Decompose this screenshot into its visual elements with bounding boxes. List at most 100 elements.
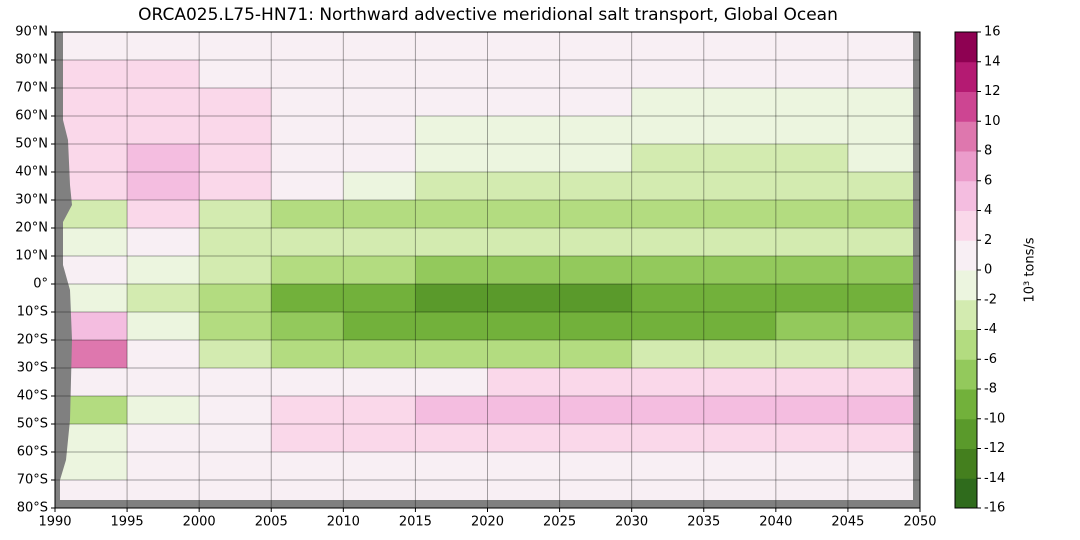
heatmap-cell [271, 172, 344, 201]
heatmap-cell [487, 256, 561, 285]
x-tick-label: 2050 [903, 515, 936, 530]
colorbar-label: 10³ tons/s [1023, 237, 1038, 302]
heatmap-cell [631, 116, 705, 145]
heatmap-cell [559, 452, 633, 481]
heatmap-cell [847, 452, 921, 481]
y-tick-label: 30°S [17, 361, 48, 376]
colorbar-tick-label: 2 [984, 233, 992, 248]
heatmap-cell [271, 312, 344, 341]
x-tick-label: 2000 [183, 515, 216, 530]
chart-title: ORCA025.L75-HN71: Northward advective me… [138, 5, 838, 25]
land-mask [913, 32, 920, 508]
y-tick-label: 80°N [15, 53, 48, 68]
heatmap-cell [631, 200, 705, 229]
heatmap-cell [271, 396, 344, 425]
heatmap-cell [127, 32, 200, 61]
heatmap-cell [703, 340, 777, 369]
heatmap-cell [775, 228, 849, 257]
heatmap-cell [127, 396, 200, 425]
heatmap-cell [415, 424, 488, 453]
heatmap-cell [487, 88, 561, 117]
heatmap-cell [631, 396, 705, 425]
heatmap-cell [847, 32, 921, 61]
colorbar-tick-label: -4 [984, 322, 997, 337]
heatmap-cell [199, 144, 272, 173]
heatmap-cell [487, 172, 561, 201]
colorbar-segment [955, 61, 977, 92]
heatmap-cell [487, 60, 561, 89]
heatmap-cell [775, 116, 849, 145]
heatmap-cell [271, 424, 344, 453]
heatmap-cell [343, 452, 416, 481]
heatmap-cell [199, 32, 272, 61]
colorbar-segment [955, 151, 977, 182]
heatmap-cell [775, 312, 849, 341]
y-tick-label: 40°S [17, 389, 48, 404]
colorbar-tick-label: 10 [984, 114, 1001, 129]
heatmap-cell [847, 424, 921, 453]
heatmap-cell [127, 368, 200, 397]
heatmap-cell [199, 60, 272, 89]
heatmap-cell [703, 284, 777, 313]
colorbar-segment [955, 210, 977, 241]
heatmap-cell [127, 312, 200, 341]
heatmap-cell [415, 228, 488, 257]
heatmap-cell [343, 424, 416, 453]
colorbar-segment [955, 91, 977, 122]
heatmap-cell [343, 32, 416, 61]
colorbar-tick-label: -12 [984, 441, 1005, 456]
heatmap-cell [343, 340, 416, 369]
heatmap-cell [487, 144, 561, 173]
heatmap-cell [631, 340, 705, 369]
heatmap-cell [415, 144, 488, 173]
heatmap-cell [487, 32, 561, 61]
y-tick-label: 90°N [15, 25, 48, 40]
heatmap-cell [631, 256, 705, 285]
heatmap-cell [631, 368, 705, 397]
heatmap-cell [487, 424, 561, 453]
heatmap-cell [127, 340, 200, 369]
heatmap-cell [343, 312, 416, 341]
heatmap-cell [487, 200, 561, 229]
heatmap-cell [199, 452, 272, 481]
x-tick-label: 2030 [615, 515, 648, 530]
heatmap-cell [847, 88, 921, 117]
heatmap-cell [559, 32, 633, 61]
x-tick-label: 2005 [255, 515, 288, 530]
heatmap-cell [199, 256, 272, 285]
heatmap-cell [55, 60, 128, 89]
heatmap-cell [559, 172, 633, 201]
colorbar-tick-label: 0 [984, 263, 992, 278]
heatmap-cell [199, 368, 272, 397]
heatmap-cell [631, 60, 705, 89]
colorbar-tick-label: 4 [984, 203, 992, 218]
heatmap-cell [271, 228, 344, 257]
heatmap-cell [271, 368, 344, 397]
colorbar-segment [955, 478, 977, 509]
heatmap-cell [487, 340, 561, 369]
heatmap-cell [703, 312, 777, 341]
colorbar-segment [955, 121, 977, 152]
heatmap-cell [631, 172, 705, 201]
heatmap-cell [775, 88, 849, 117]
heatmap-cell [199, 340, 272, 369]
y-tick-label: 50°S [17, 417, 48, 432]
heatmap-cell [775, 452, 849, 481]
heatmap-cell [703, 60, 777, 89]
y-tick-label: 20°N [15, 221, 48, 236]
heatmap-cell [775, 284, 849, 313]
x-tick-label: 2025 [543, 515, 576, 530]
heatmap-cell [631, 32, 705, 61]
heatmap-cell [559, 116, 633, 145]
y-tick-label: 60°N [15, 109, 48, 124]
plot-frame [54, 31, 921, 509]
heatmap-cell [127, 200, 200, 229]
heatmap-cell [127, 452, 200, 481]
colorbar-segment [955, 32, 977, 63]
heatmap-cell [343, 144, 416, 173]
heatmap-cell [55, 32, 128, 61]
heatmap-cell [703, 368, 777, 397]
heatmap-cell [415, 312, 488, 341]
colorbar-segment [955, 448, 977, 479]
